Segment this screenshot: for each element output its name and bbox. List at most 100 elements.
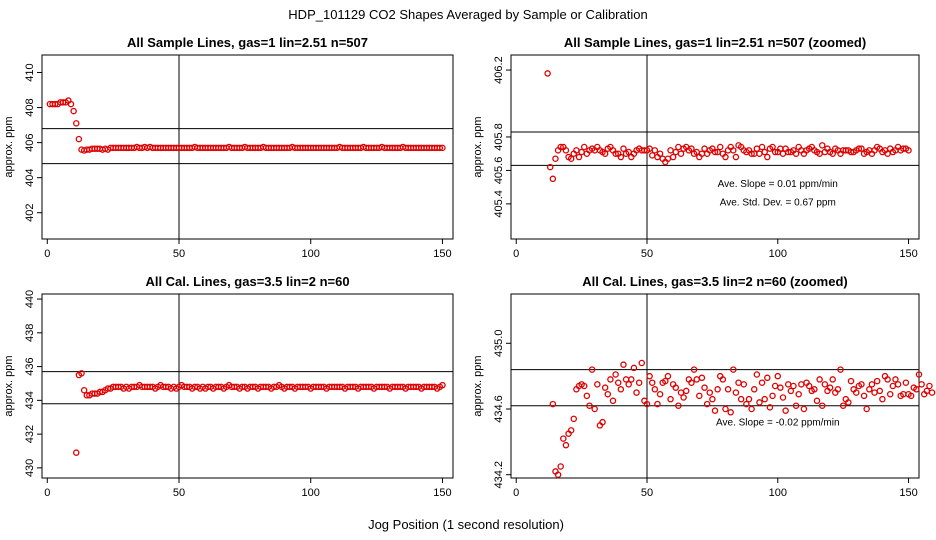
data-point bbox=[792, 402, 800, 409]
data-point bbox=[591, 405, 598, 413]
data-point bbox=[612, 371, 619, 378]
data-point bbox=[436, 144, 444, 152]
data-point bbox=[852, 389, 860, 396]
data-point bbox=[698, 374, 706, 382]
data-point bbox=[643, 400, 651, 408]
y-tick-label: 440 bbox=[24, 290, 36, 308]
data-point bbox=[811, 386, 818, 393]
y-tick-label: 434 bbox=[24, 391, 36, 409]
data-point bbox=[620, 361, 627, 368]
y-tick-label: 408 bbox=[24, 98, 36, 116]
data-point bbox=[756, 399, 763, 406]
data-point bbox=[706, 389, 714, 396]
x-tick-label: 0 bbox=[44, 487, 50, 499]
data-point bbox=[557, 143, 564, 151]
data-point bbox=[703, 400, 711, 408]
data-point bbox=[80, 386, 88, 394]
annotation-text: Ave. Slope = -0.02 ppm/min bbox=[716, 417, 840, 428]
x-tick-label: 50 bbox=[641, 248, 653, 260]
data-point bbox=[928, 389, 936, 396]
data-point bbox=[554, 471, 562, 478]
data-point bbox=[782, 407, 789, 414]
data-point bbox=[701, 384, 708, 391]
y-tick-label: 405.4 bbox=[493, 190, 505, 218]
data-point bbox=[544, 70, 551, 77]
data-point bbox=[604, 390, 612, 398]
data-point bbox=[730, 147, 737, 154]
data-point bbox=[863, 405, 870, 413]
data-point bbox=[612, 150, 619, 157]
data-point bbox=[758, 143, 766, 151]
data-point bbox=[753, 371, 761, 378]
data-point bbox=[73, 449, 80, 456]
data-point bbox=[601, 384, 609, 391]
data-point bbox=[821, 381, 829, 388]
data-point bbox=[918, 381, 925, 388]
data-point bbox=[761, 395, 768, 403]
data-point bbox=[837, 366, 844, 373]
data-point bbox=[675, 402, 682, 409]
x-tick-label: 150 bbox=[433, 248, 451, 260]
data-point bbox=[876, 387, 884, 395]
data-point bbox=[769, 143, 776, 151]
data-point bbox=[625, 381, 632, 388]
data-point bbox=[758, 379, 766, 386]
panel-top-left: All Sample Lines, gas=1 lin=2.51 n=507 0 5… bbox=[3, 35, 454, 260]
data-point bbox=[439, 381, 446, 389]
data-point bbox=[784, 381, 792, 388]
data-point bbox=[709, 395, 716, 403]
data-point bbox=[78, 370, 85, 377]
x-tick-label: 100 bbox=[302, 487, 320, 499]
data-point bbox=[567, 427, 575, 434]
data-point bbox=[638, 359, 646, 367]
data-point bbox=[829, 376, 836, 383]
data-point bbox=[873, 377, 881, 385]
data-point bbox=[672, 148, 680, 156]
data-point bbox=[839, 402, 847, 409]
data-point bbox=[669, 153, 677, 161]
annotation-text: Ave. Std. Dev. = 0.67 ppm bbox=[720, 198, 836, 209]
data-point bbox=[913, 386, 920, 393]
data-point bbox=[858, 381, 865, 388]
data-point bbox=[675, 143, 682, 151]
data-point bbox=[779, 394, 787, 401]
data-point bbox=[680, 394, 687, 401]
data-point bbox=[737, 395, 745, 403]
x-tick-label: 0 bbox=[513, 248, 519, 260]
data-point bbox=[845, 399, 852, 406]
data-point bbox=[67, 100, 75, 108]
x-tick-label: 150 bbox=[899, 487, 917, 499]
data-point bbox=[716, 143, 724, 151]
data-point bbox=[667, 147, 674, 154]
data-point bbox=[748, 150, 755, 157]
data-point bbox=[795, 390, 802, 398]
data-point bbox=[756, 150, 763, 157]
data-point bbox=[735, 379, 742, 386]
data-point bbox=[628, 376, 635, 383]
data-point bbox=[607, 376, 614, 383]
data-point bbox=[711, 407, 719, 414]
data-point bbox=[750, 386, 758, 393]
x-tick-label: 150 bbox=[433, 487, 451, 499]
data-point bbox=[879, 395, 886, 403]
panel-title: All Cal. Lines, gas=3.5 lin=2 n=60 bbox=[145, 274, 349, 289]
y-tick-label: 434.6 bbox=[493, 395, 505, 423]
data-point bbox=[682, 387, 690, 395]
data-point bbox=[567, 155, 575, 162]
data-point bbox=[549, 400, 557, 408]
data-point bbox=[858, 145, 865, 152]
data-point bbox=[656, 150, 664, 157]
y-tick-label: 405.6 bbox=[493, 157, 505, 185]
data-point bbox=[818, 402, 826, 409]
data-point bbox=[771, 382, 779, 390]
data-point bbox=[654, 400, 661, 408]
data-point bbox=[549, 175, 557, 183]
data-point bbox=[646, 372, 653, 380]
y-axis-label: approx. ppm bbox=[472, 116, 484, 177]
figure-x-axis-label: Jog Position (1 second resolution) bbox=[368, 517, 564, 532]
panel-top-right: All Sample Lines, gas=1 lin=2.51 n=507 (… bbox=[472, 35, 920, 260]
y-axis-label: approx. ppm bbox=[472, 355, 484, 416]
data-point bbox=[816, 376, 823, 383]
x-tick-label: 50 bbox=[173, 487, 185, 499]
